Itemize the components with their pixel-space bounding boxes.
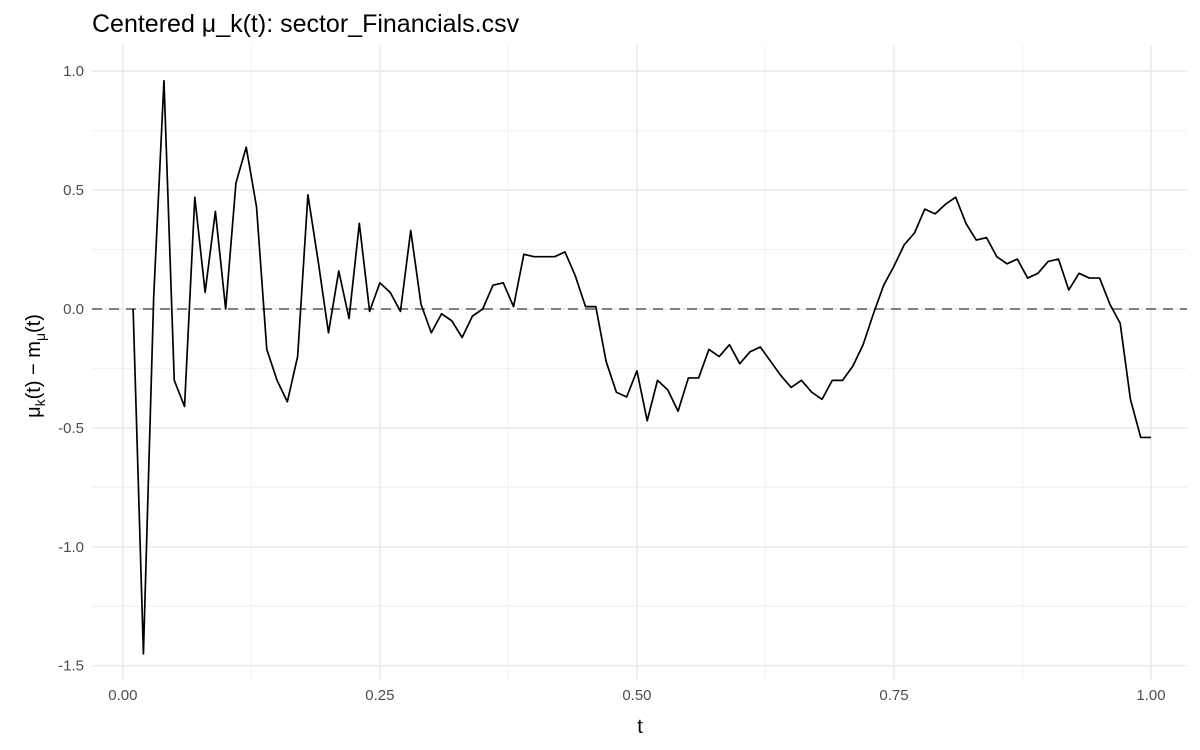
y-tick-label: -0.5 bbox=[58, 420, 84, 437]
y-axis-tick-labels: 1.0 0.5 0.0 -0.5 -1.0 -1.5 bbox=[58, 63, 84, 675]
x-axis-tick-labels: 0.00 0.25 0.50 0.75 1.00 bbox=[108, 687, 1165, 704]
series-line bbox=[132, 79, 1152, 655]
y-title-k-subscript: k bbox=[32, 398, 48, 406]
y-tick-label: 1.0 bbox=[63, 63, 84, 80]
y-tick-label: 0.0 bbox=[63, 301, 84, 318]
y-tick-label: -1.5 bbox=[58, 658, 84, 675]
x-axis-title: t bbox=[637, 716, 643, 738]
y-axis-title: μk(t) − mμ(t) bbox=[23, 314, 48, 418]
y-title-m: m bbox=[23, 341, 45, 358]
x-tick-label: 0.50 bbox=[622, 687, 651, 704]
y-tick-label: -1.0 bbox=[58, 539, 84, 556]
series-layer bbox=[132, 79, 1152, 655]
y-tick-label: 0.5 bbox=[63, 182, 84, 199]
x-tick-label: 0.25 bbox=[365, 687, 394, 704]
y-title-mu: μ bbox=[23, 406, 45, 418]
y-title-minus: − bbox=[23, 358, 45, 381]
chart-title: Centered μ_k(t): sector_Financials.csv bbox=[92, 10, 520, 38]
y-title-t1: (t) bbox=[23, 381, 45, 400]
x-tick-label: 1.00 bbox=[1136, 687, 1165, 704]
x-tick-label: 0.75 bbox=[879, 687, 908, 704]
x-tick-label: 0.00 bbox=[108, 687, 137, 704]
y-title-mu-subscript: μ bbox=[32, 333, 48, 341]
y-title-t2: (t) bbox=[23, 314, 45, 333]
